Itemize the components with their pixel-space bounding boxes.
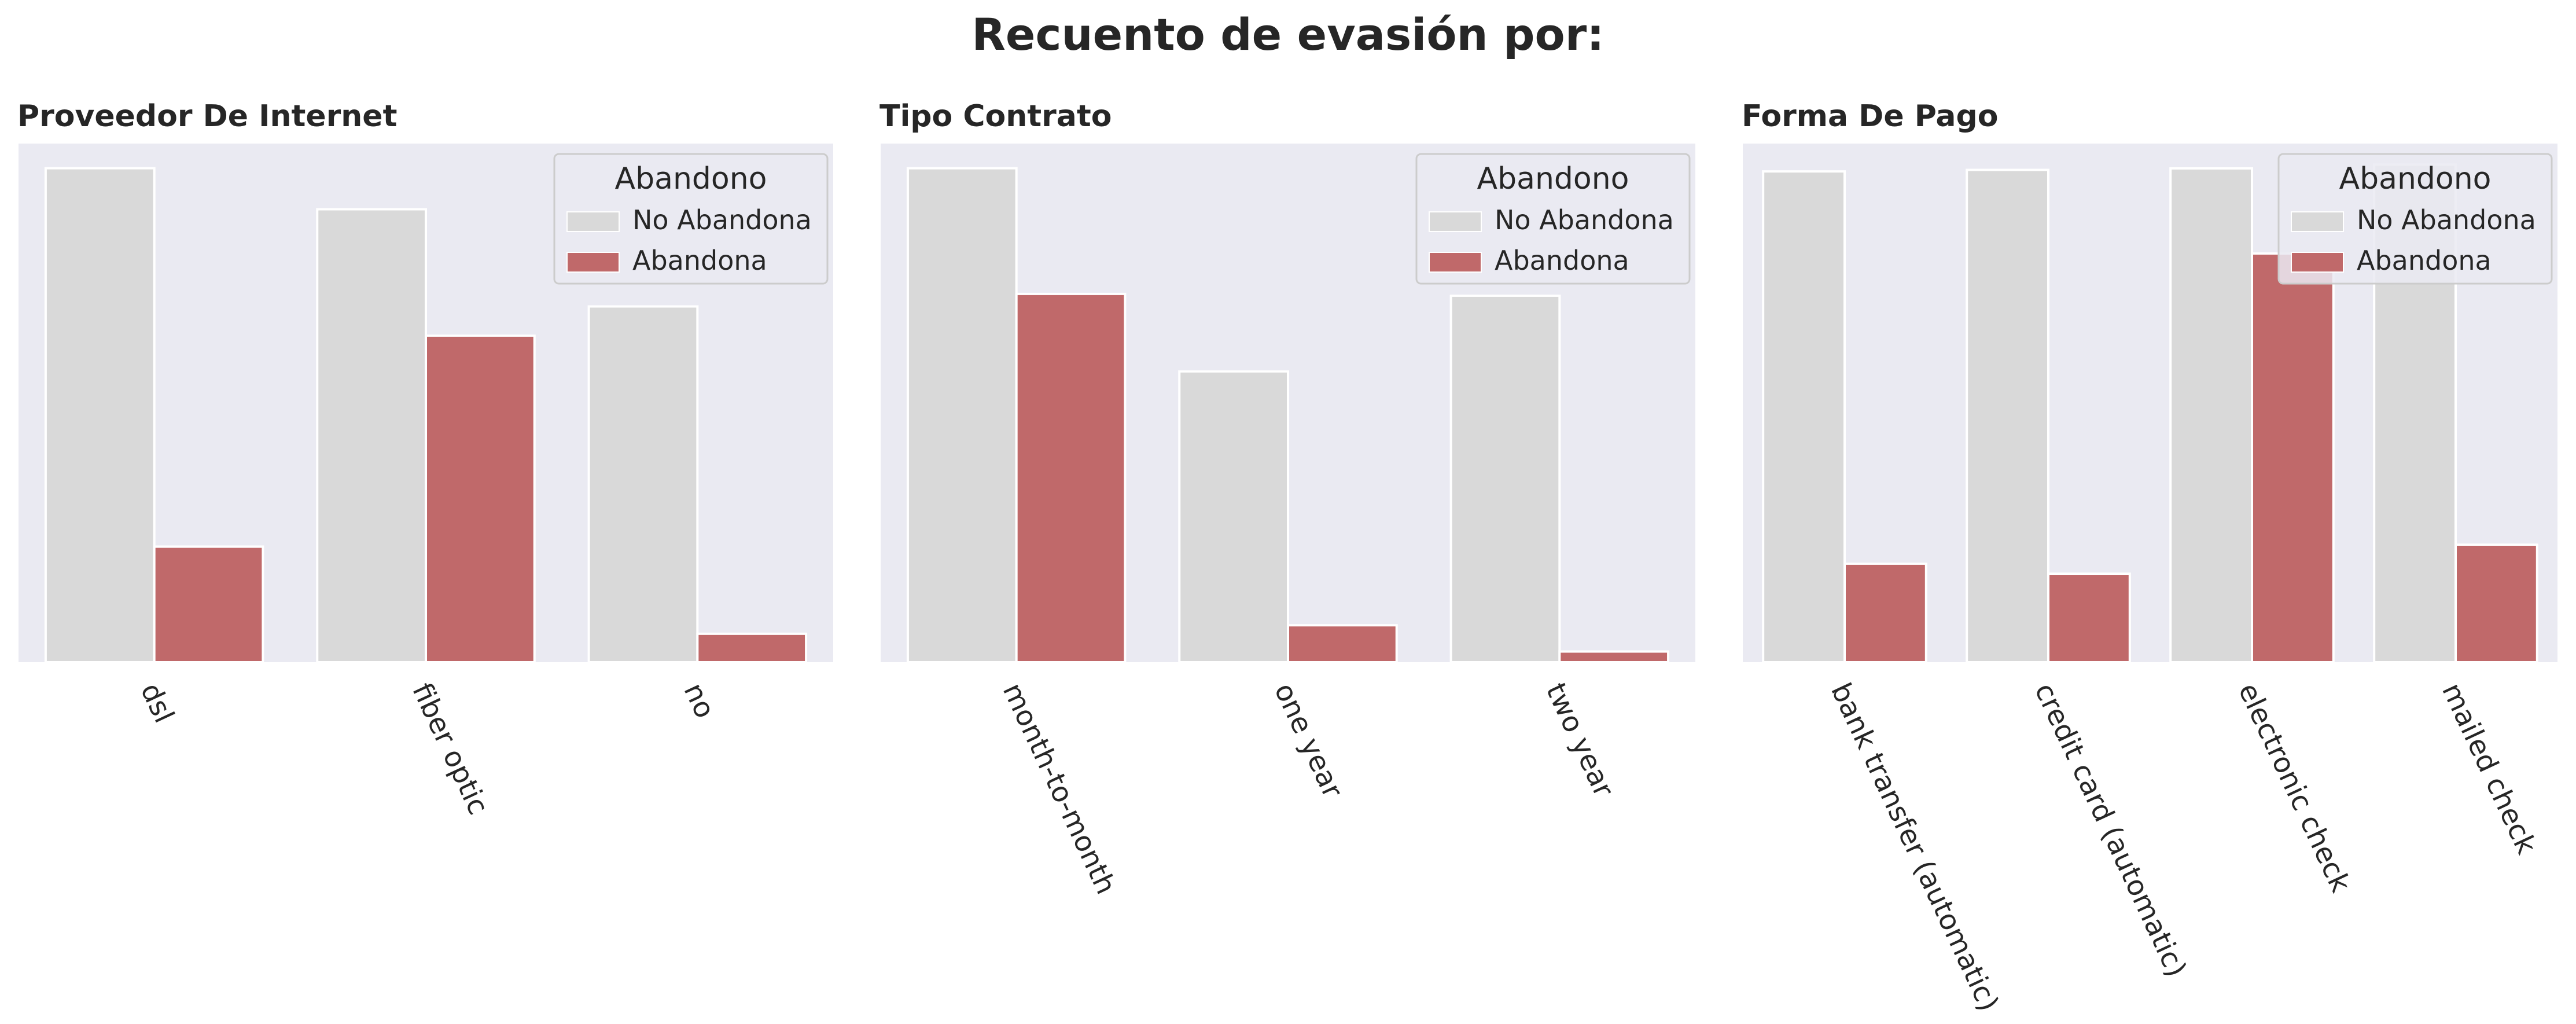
x-tick-label: electronic check [2232, 678, 2357, 897]
legend-box [2277, 153, 2553, 285]
legend-label-no-abandona: No Abandona [2357, 204, 2536, 236]
chart-suptitle: Recuento de evasión por: [971, 9, 1604, 60]
x-tick-label: fiber optic [406, 678, 495, 819]
legend-title: Abandono [615, 162, 767, 196]
legend-label-abandona: Abandona [2357, 245, 2492, 276]
bar-no-abandona-no [587, 305, 699, 663]
bar-abandona-month-to-month [1015, 292, 1127, 663]
chart-panel-tipo-contrato: Tipo Contrato month-to-month one year two y… [879, 99, 1695, 899]
legend-swatch-no-abandona [1429, 211, 1482, 232]
chart-panel-proveedor-de-internet: Proveedor De Internet dsl fiber optic no Aba… [17, 99, 833, 820]
x-tick-label: no [677, 678, 721, 723]
bar-abandona-bank-transfer-automatic [1843, 562, 1927, 663]
legend-box [553, 153, 829, 285]
bar-no-abandona-month-to-month [906, 167, 1018, 663]
legend: Abandono No Abandona Abandona [2277, 153, 2553, 285]
bar-abandona-electronic-check [2251, 252, 2335, 663]
x-tick-label: bank transfer (automatic) [1824, 678, 2005, 1016]
chart-title: Forma De Pago [1742, 99, 1998, 134]
legend-label-abandona: Abandona [1495, 245, 1629, 276]
bar-no-abandona-electronic-check [2169, 167, 2253, 663]
bar-abandona-fiber-optic [425, 334, 536, 663]
bar-no-abandona-two-year [1449, 294, 1561, 663]
legend-title: Abandono [2339, 162, 2492, 196]
bar-abandona-credit-card-automatic [2047, 572, 2131, 663]
legend-box [1415, 153, 1691, 285]
bar-abandona-mailed-check [2454, 543, 2538, 663]
legend-swatch-abandona [1429, 252, 1482, 273]
x-tick-label: two year [1539, 678, 1620, 802]
legend-label-no-abandona: No Abandona [1495, 204, 1674, 236]
legend-swatch-no-abandona [566, 211, 620, 232]
bar-no-abandona-bank-transfer-automatic [1762, 170, 1846, 663]
chart-panel-forma-de-pago: Forma De Pago bank transfer (automatic) cr… [1742, 99, 2557, 1016]
x-tick-label: one year [1268, 678, 1349, 803]
legend: Abandono No Abandona Abandona [1415, 153, 1691, 285]
x-tick-label: dsl [134, 678, 181, 728]
x-tick-label: month-to-month [996, 678, 1123, 899]
legend-swatch-abandona [2291, 252, 2344, 273]
bar-no-abandona-dsl [44, 167, 156, 663]
chart-title: Tipo Contrato [879, 99, 1112, 134]
legend-swatch-abandona [566, 252, 620, 273]
x-tick-label: mailed check [2435, 678, 2542, 859]
legend-title: Abandono [1477, 162, 1629, 196]
legend-label-abandona: Abandona [632, 245, 767, 276]
legend-swatch-no-abandona [2291, 211, 2344, 232]
chart-title: Proveedor De Internet [17, 99, 397, 134]
bar-abandona-one-year [1287, 624, 1398, 663]
bar-no-abandona-one-year [1178, 370, 1290, 663]
bar-no-abandona-credit-card-automatic [1966, 168, 2049, 664]
bar-abandona-two-year [1558, 650, 1670, 664]
legend-label-no-abandona: No Abandona [632, 204, 812, 236]
x-tick-label: credit card (automatic) [2028, 678, 2193, 982]
legend: Abandono No Abandona Abandona [553, 153, 829, 285]
bar-abandona-no [696, 632, 808, 663]
bar-no-abandona-fiber-optic [316, 208, 427, 663]
bar-abandona-dsl [153, 545, 264, 664]
